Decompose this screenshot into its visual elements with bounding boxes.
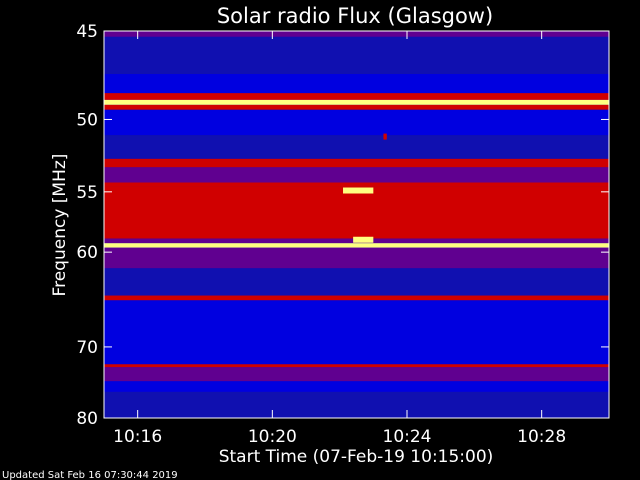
frequency-band [104,167,609,183]
frequency-band [104,109,609,136]
frequency-band [104,247,609,269]
frequency-band [104,364,609,368]
frequency-band [104,158,609,168]
frequency-band [104,182,609,187]
frequency-band [104,135,609,159]
x-tick-label: 10:16 [113,427,162,447]
frequency-band [104,243,609,248]
x-axis-label: Start Time (07-Feb-19 10:15:00) [219,447,494,467]
frequency-band [104,186,609,239]
frequency-band [104,36,609,75]
y-tick-label: 60 [76,243,98,263]
frequency-band [104,93,609,100]
y-axis: 45 50 55 60 70 80 [76,22,609,429]
radio-burst [353,236,374,243]
frequency-band [104,268,609,296]
y-tick-label: 50 [76,110,98,130]
radio-burst [343,187,374,194]
chart-title: Solar radio Flux (Glasgow) [217,4,493,28]
frequency-band [104,367,609,382]
frequency-band [104,31,609,37]
x-tick-label: 10:24 [383,427,432,447]
x-tick-label: 10:28 [517,427,566,447]
frequency-band [104,74,609,94]
frequency-band [104,99,609,105]
x-tick-label: 10:20 [248,427,297,447]
frequency-band [104,300,609,365]
plot-area [103,30,610,419]
y-tick-label: 80 [76,409,98,429]
frequency-band [104,391,609,418]
y-axis-label: Frequency [MHz] [50,154,70,297]
frequency-band [104,381,609,392]
x-axis: 10:16 10:20 10:24 10:28 [113,31,566,447]
radio-burst [383,133,387,140]
updated-timestamp: Updated Sat Feb 16 07:30:44 2019 [2,470,178,480]
frequency-band [104,104,609,110]
y-tick-label: 55 [76,183,98,203]
y-tick-label: 70 [76,338,98,358]
y-tick-label: 45 [76,22,98,42]
frequency-band [104,295,609,301]
plot-frame [103,30,610,419]
